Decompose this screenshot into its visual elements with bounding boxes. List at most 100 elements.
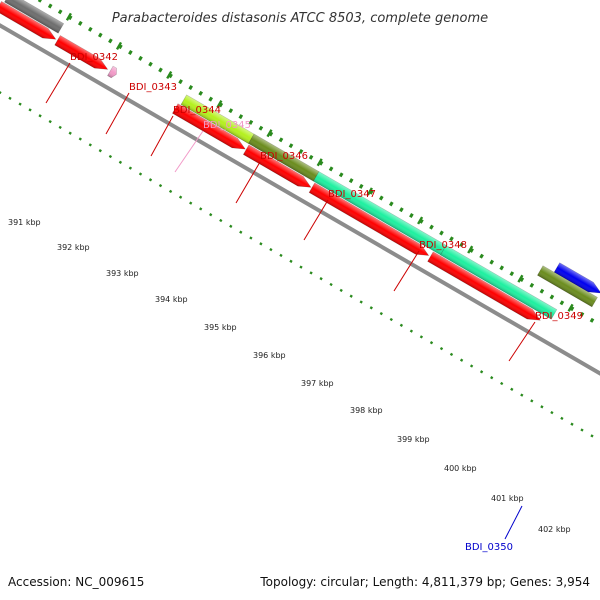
kbp-tick-labels: 391 kbp 392 kbp 393 kbp 394 kbp 395 kbp 396 k… (8, 218, 571, 534)
tick-dot (409, 213, 414, 218)
tick-dot (529, 282, 535, 288)
gene-feature-red-orf-0349b[interactable] (427, 251, 543, 325)
tick-dot (449, 352, 454, 357)
tick-dot (68, 131, 72, 135)
kbp-tick-label: 398 kbp (350, 406, 383, 415)
tick-dot (47, 3, 53, 9)
tick-dash (567, 303, 574, 312)
gene-feature-BDI_0344[interactable] (54, 35, 111, 75)
genome-line (0, 23, 600, 376)
tick-dot (298, 149, 304, 154)
tick-dot (560, 416, 564, 421)
tick-dot (238, 114, 244, 120)
tick-dot (138, 55, 143, 61)
kbp-tick-label: 393 kbp (106, 269, 139, 278)
gene-label-BDI_0345[interactable]: BDI_0345 (203, 120, 251, 131)
tick-dot (78, 137, 82, 141)
tick-dot (8, 96, 12, 100)
tick-dot (318, 160, 324, 166)
tick-dash (216, 100, 223, 109)
gene-feature-BDI_0350[interactable] (553, 262, 600, 298)
tick-dot (218, 102, 224, 108)
gene-pointer-line (235, 161, 261, 204)
gene-label-BDI_0343[interactable]: BDI_0343 (129, 82, 177, 93)
tick-dot (378, 195, 384, 201)
tick-dot (439, 346, 444, 351)
gene-label-BDI_0347[interactable]: BDI_0347 (328, 189, 376, 200)
tick-dot (88, 143, 92, 147)
tick-dot (339, 288, 343, 293)
gene-label-BDI_0348[interactable]: BDI_0348 (419, 240, 467, 251)
gene-feature-BDI_0349[interactable] (440, 245, 558, 320)
tick-dot (358, 183, 364, 189)
gene-pointer-line (393, 250, 420, 292)
tick-dot (349, 294, 353, 298)
gene-label-BDI_0349[interactable]: BDI_0349 (535, 311, 583, 322)
tick-dot (0, 90, 2, 95)
tick-dot (209, 213, 213, 217)
tick-dot (128, 166, 133, 170)
tick-dot (118, 44, 123, 50)
tick-dash (166, 70, 173, 80)
tick-dot (289, 259, 293, 263)
tick-dot (530, 399, 534, 403)
tick-dot (389, 317, 393, 322)
gene-pointer-line (150, 115, 174, 157)
gene-feature-BDI_0347[interactable] (248, 133, 320, 182)
gene-label-BDI_0350[interactable]: BDI_0350 (465, 542, 513, 553)
gene-pointer-line (504, 505, 523, 540)
tick-dot (258, 125, 264, 131)
tick-dot (549, 294, 555, 300)
tick-dot (249, 236, 253, 240)
accession-label: Accession: NC_009615 (8, 575, 144, 589)
genome-summary-label: Topology: circular; Length: 4,811,379 bp… (259, 575, 590, 589)
tick-dash (316, 158, 323, 167)
tick-dot (399, 207, 404, 213)
gene-feature-red-orf-0346b[interactable] (172, 103, 248, 154)
gene-pointer-line (174, 130, 204, 173)
tick-dot (188, 85, 194, 90)
tick-dot (580, 428, 584, 432)
tick-dot (519, 277, 525, 282)
gene-feature-olive-orf-0350b[interactable] (537, 265, 598, 308)
tick-dot (399, 323, 404, 327)
tick-dot (429, 341, 434, 345)
tick-dot (38, 114, 42, 118)
tick-dot (329, 282, 333, 287)
gene-feature-BDI_0345[interactable] (107, 65, 120, 79)
tick-dot (229, 224, 233, 228)
kbp-tick-label: 396 kbp (253, 351, 286, 360)
gene-label-BDI_0346[interactable]: BDI_0346 (260, 151, 308, 162)
tick-dot (269, 247, 273, 252)
tick-dot (148, 178, 153, 182)
tick-dot (239, 230, 243, 234)
gene-label-BDI_0342[interactable]: BDI_0342 (70, 52, 118, 63)
gene-label-BDI_0344[interactable]: BDI_0344 (173, 105, 221, 116)
tick-dot (489, 259, 495, 265)
tick-dot (138, 172, 143, 176)
tick-dot (348, 178, 354, 184)
tick-dot (569, 306, 575, 312)
gene-feature-red-orf-0348b[interactable] (308, 182, 431, 260)
genome-backbone (0, 23, 600, 376)
tick-dot (208, 96, 214, 102)
map-title: Parabacteroides distasonis ATCC 8503, co… (112, 11, 488, 26)
tick-dot (479, 253, 484, 259)
tick-dot (319, 277, 323, 281)
tick-dot (328, 166, 334, 172)
tick-dot (510, 387, 514, 391)
gene-feature-BDI_0343[interactable] (0, 1, 59, 44)
gene-feature-BDI_0346[interactable] (180, 94, 255, 144)
gene-feature-red-orf-0347b[interactable] (242, 144, 313, 192)
tick-dot (338, 172, 344, 178)
tick-dot (128, 50, 133, 55)
tick-dot (369, 306, 373, 310)
tick-dot (168, 189, 173, 194)
tick-rows (0, 0, 600, 438)
tick-dot (259, 242, 263, 246)
gene-labels: BDI_0342 BDI_0343 BDI_0344 BDI_0345 BDI_0346… (45, 52, 583, 553)
gene-feature-BDI_0342[interactable] (4, 0, 65, 34)
gene-features[interactable] (0, 0, 600, 325)
tick-dot (449, 236, 454, 242)
tick-dot (57, 9, 63, 15)
